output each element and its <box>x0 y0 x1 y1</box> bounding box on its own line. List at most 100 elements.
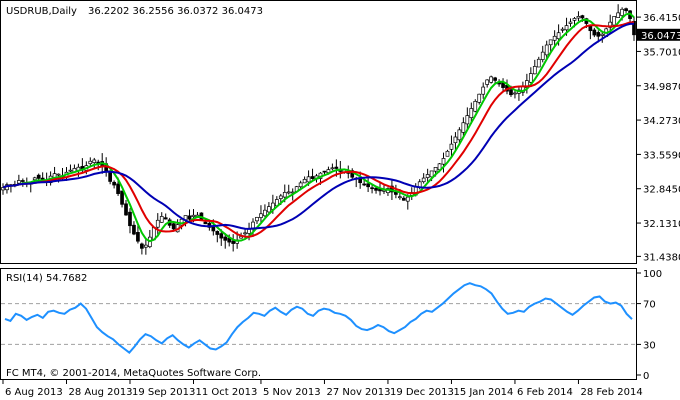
candle-body <box>155 219 160 228</box>
candle-body <box>136 232 140 242</box>
candle-body <box>263 209 267 217</box>
candle-body <box>509 89 513 96</box>
price-tick-label: 33.5590 <box>643 150 680 161</box>
candle-body <box>449 143 454 150</box>
candle-body <box>116 183 120 194</box>
candle-body <box>231 240 236 244</box>
candle-body <box>473 100 478 112</box>
time-axis: 6 Aug 2013 28 Aug 2013 19 Sep 2013 11 Oct 2… <box>2 379 643 398</box>
candle-body <box>68 169 73 172</box>
candle-body <box>140 243 144 249</box>
candle-body <box>608 21 613 28</box>
candle-body <box>219 233 224 239</box>
time-tick-label: 11 Oct 2013 <box>195 387 257 398</box>
candle-body <box>310 176 315 179</box>
rsi-tick-label: 30 <box>643 340 656 351</box>
candle-body <box>128 211 132 227</box>
price-tick-label: 32.8450 <box>643 185 680 196</box>
candle-body <box>163 217 168 220</box>
candle-body <box>394 191 398 195</box>
candle-body <box>259 213 263 218</box>
candle-body <box>286 191 291 194</box>
moving-averages-layer <box>2 12 635 243</box>
time-tick-label: 27 Nov 2013 <box>326 387 390 398</box>
candle-body <box>592 29 597 36</box>
candle-body <box>322 170 327 173</box>
candle-body <box>560 28 565 31</box>
candle-body <box>572 18 577 21</box>
price-tick-label: 31.4380 <box>643 252 680 263</box>
candle-body <box>302 178 307 184</box>
price-tick-label: 36.4150 <box>643 13 680 24</box>
candle-body <box>124 203 128 216</box>
rsi-tick-label: 100 <box>643 269 662 280</box>
candle-body <box>36 174 41 179</box>
candle-body <box>1 187 5 191</box>
time-tick-label: 19 Sep 2013 <box>132 387 195 398</box>
candle-body <box>481 86 486 95</box>
candle-body <box>191 214 196 218</box>
price-axis: 36.4150 35.7010 34.9870 34.2730 33.5590 32.84… <box>636 13 680 263</box>
candle-body <box>330 167 335 170</box>
time-tick-label: 19 Dec 2013 <box>390 387 454 398</box>
candle-body <box>612 16 617 26</box>
rsi-axis: 100 70 30 0 <box>636 269 662 382</box>
candle-body <box>401 197 406 201</box>
candle-body <box>580 15 585 19</box>
candle-body <box>255 216 259 222</box>
candle-body <box>513 92 517 95</box>
candle-body <box>92 159 97 163</box>
candle-body <box>374 187 378 191</box>
candle-body <box>425 174 430 178</box>
candle-body <box>477 93 482 103</box>
rsi-line <box>4 282 633 354</box>
candle-body <box>493 77 497 81</box>
time-tick-label: 6 Feb 2014 <box>517 387 573 398</box>
rsi-tick-label: 70 <box>643 300 656 311</box>
candle-body <box>528 73 533 83</box>
current-price-marker <box>637 28 680 41</box>
candle-body <box>278 195 283 199</box>
rsi-tick-label: 0 <box>643 371 649 382</box>
candle-body <box>132 224 136 235</box>
candle-body <box>215 231 220 235</box>
time-tick-label: 15 Jan 2014 <box>453 387 513 398</box>
ohlc-label: 36.2202 36.2556 36.0372 36.0473 <box>88 6 263 17</box>
candle-body <box>536 58 541 68</box>
candle-body <box>120 190 124 205</box>
candle-body <box>171 223 176 230</box>
ma-slow-line <box>2 22 635 230</box>
symbol-label: USDRUB,Daily <box>6 6 77 17</box>
candle-body <box>433 167 438 172</box>
candle-body <box>568 21 573 24</box>
candle-body <box>461 122 466 133</box>
candle-body <box>32 177 37 181</box>
candle-body <box>17 180 21 184</box>
time-tick-label: 28 Feb 2014 <box>580 387 642 398</box>
rsi-panel: RSI(14) 54.7682 FC MT4, © 2001-2014, Met… <box>0 268 637 380</box>
candle-body <box>187 215 192 220</box>
candle-body <box>552 35 557 41</box>
candles-layer <box>1 4 636 255</box>
candle-body <box>620 8 624 16</box>
main-panel-border <box>0 0 637 264</box>
price-tick-label: 35.7010 <box>643 47 680 58</box>
candle-body <box>405 196 410 202</box>
candle-body <box>445 150 450 157</box>
candle-body <box>441 158 446 165</box>
candle-body <box>600 33 605 36</box>
candle-body <box>453 136 458 144</box>
candle-body <box>112 181 116 186</box>
candle-body <box>243 232 247 235</box>
candle-body <box>485 79 490 85</box>
candle-body <box>334 166 339 169</box>
candle-body <box>203 221 208 225</box>
main-panel: USDRUB,Daily 36.2202 36.2556 36.0372 36.… <box>0 0 637 264</box>
candle-body <box>159 216 164 223</box>
candle-body <box>366 183 370 188</box>
time-tick-label: 28 Aug 2013 <box>68 387 132 398</box>
candle-body <box>544 44 549 56</box>
candle-body <box>457 129 462 141</box>
price-tick-label: 32.1310 <box>643 219 680 230</box>
